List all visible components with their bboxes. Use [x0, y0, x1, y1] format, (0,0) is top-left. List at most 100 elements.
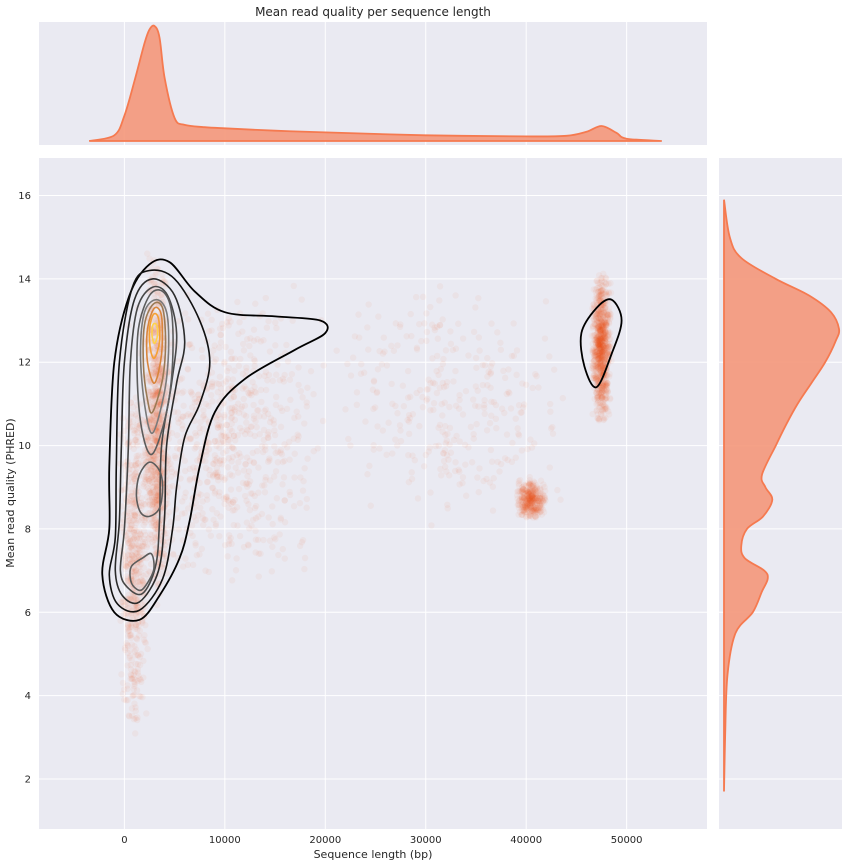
scatter-point: [447, 328, 454, 335]
scatter-point: [119, 503, 126, 510]
x-tick-label: 30000: [410, 835, 442, 846]
scatter-point: [233, 504, 241, 511]
scatter-point: [509, 439, 516, 447]
scatter-point: [251, 492, 258, 500]
scatter-point: [598, 287, 605, 294]
scatter-point: [132, 567, 139, 574]
scatter-point: [149, 366, 156, 374]
scatter-point: [181, 493, 188, 501]
scatter-point: [152, 432, 159, 440]
scatter-point: [143, 710, 150, 717]
scatter-point: [137, 531, 144, 538]
scatter-point: [235, 362, 243, 370]
scatter-point: [557, 496, 564, 503]
scatter-point: [487, 363, 494, 370]
scatter-point: [392, 436, 399, 443]
scatter-point: [456, 468, 463, 475]
scatter-point: [250, 401, 257, 409]
scatter-point: [603, 350, 611, 357]
scatter-point: [131, 470, 139, 477]
scatter-point: [140, 473, 148, 480]
scatter-point: [225, 504, 232, 511]
scatter-point: [281, 441, 288, 448]
x-tick-label: 0: [121, 835, 127, 846]
scatter-point: [226, 537, 233, 544]
scatter-point: [549, 430, 557, 437]
scatter-point: [137, 560, 145, 568]
scatter-point: [131, 477, 139, 484]
scatter-point: [439, 412, 446, 419]
scatter-point: [128, 623, 135, 631]
scatter-point: [159, 271, 166, 278]
scatter-point: [213, 510, 221, 517]
scatter-point: [476, 465, 483, 472]
scatter-point: [174, 415, 182, 422]
y-tick-label: 16: [18, 191, 31, 202]
scatter-point: [139, 543, 146, 550]
scatter-point: [139, 452, 146, 459]
scatter-point: [240, 411, 248, 418]
scatter-point: [129, 517, 136, 524]
scatter-point: [122, 565, 129, 573]
scatter-point: [136, 581, 143, 588]
scatter-point: [269, 520, 276, 528]
scatter-point: [124, 621, 132, 628]
scatter-point: [475, 488, 482, 496]
scatter-point: [258, 398, 265, 406]
scatter-point: [262, 368, 270, 376]
scatter-point: [208, 316, 215, 324]
scatter-point: [590, 371, 598, 378]
scatter-point: [527, 482, 535, 490]
scatter-point: [126, 556, 134, 563]
scatter-point: [132, 566, 140, 574]
scatter-point: [262, 446, 269, 454]
scatter-point: [126, 536, 134, 543]
scatter-point: [137, 502, 145, 509]
scatter-point: [365, 346, 372, 353]
scatter-point: [405, 418, 413, 425]
scatter-point: [483, 475, 490, 483]
scatter-point: [349, 354, 357, 361]
scatter-point: [128, 544, 135, 552]
scatter-point: [303, 504, 310, 511]
scatter-point: [518, 447, 526, 454]
scatter-point: [131, 668, 139, 676]
scatter-point: [427, 489, 434, 496]
scatter-point: [141, 538, 149, 546]
scatter-point: [462, 387, 470, 395]
scatter-point: [370, 442, 377, 449]
scatter-point: [130, 568, 137, 575]
x-axis-ticks: 0 10000 20000 30000 40000 50000: [121, 835, 642, 846]
scatter-point: [130, 528, 137, 536]
y-tick-label: 2: [25, 774, 31, 785]
scatter-point: [137, 693, 144, 700]
scatter-point: [148, 442, 155, 450]
scatter-point: [130, 536, 137, 543]
scatter-point: [200, 412, 207, 419]
scatter-point: [133, 468, 140, 476]
scatter-point: [404, 394, 412, 401]
scatter-point: [130, 535, 137, 543]
scatter-point: [131, 569, 138, 576]
scatter-point: [125, 527, 132, 534]
scatter-point: [129, 473, 137, 480]
scatter-point: [170, 550, 177, 558]
scatter-point: [135, 553, 142, 560]
scatter-point: [132, 715, 139, 722]
scatter-point: [131, 700, 138, 707]
scatter-point: [455, 320, 462, 327]
scatter-point: [231, 367, 238, 374]
scatter-point: [273, 324, 280, 332]
scatter-point: [245, 481, 253, 488]
scatter-point: [129, 692, 137, 699]
scatter-point: [221, 411, 228, 419]
scatter-point: [507, 405, 515, 412]
scatter-point: [138, 494, 145, 502]
scatter-point: [389, 400, 396, 408]
scatter-point: [127, 675, 134, 683]
scatter-point: [521, 481, 528, 488]
scatter-point: [141, 516, 148, 524]
scatter-point: [128, 621, 135, 629]
scatter-point: [134, 603, 142, 611]
scatter-point: [129, 546, 136, 553]
